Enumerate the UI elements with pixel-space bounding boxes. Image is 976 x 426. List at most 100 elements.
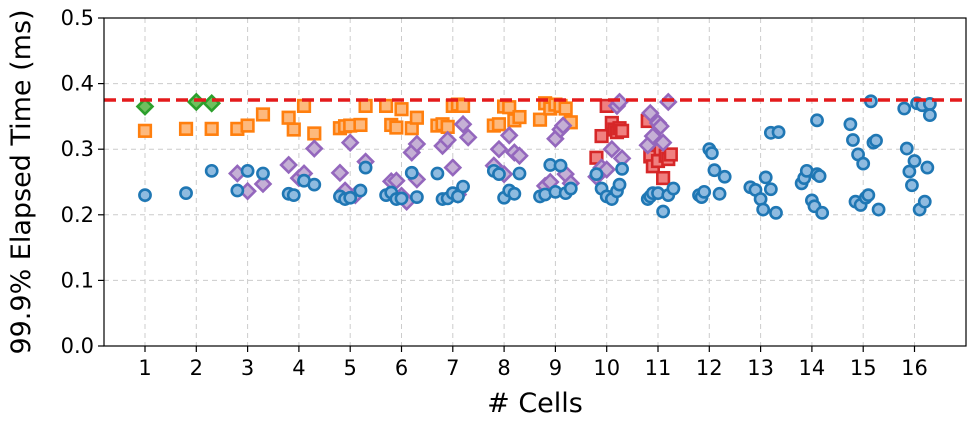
blue-point [430, 166, 445, 181]
purple-point [658, 92, 678, 112]
x-tick-label: 7 [446, 356, 459, 380]
y-tick-label: 0.4 [61, 72, 94, 96]
orange-point [389, 120, 404, 135]
orange-point [240, 118, 255, 133]
y-axis-title: 99.9% Elapsed Time (ms) [6, 9, 37, 354]
orange-point [137, 123, 153, 138]
orange-point [409, 110, 424, 125]
orange-point [353, 117, 368, 133]
blue-point [343, 190, 358, 205]
purple-point [253, 174, 273, 194]
orange-point [281, 110, 296, 125]
blue-point [815, 205, 830, 220]
x-tick-label: 15 [850, 356, 877, 380]
green-point [135, 97, 155, 116]
x-tick-label: 3 [241, 356, 254, 380]
blue-point [230, 183, 245, 198]
blue-point [861, 188, 876, 203]
orange-point [358, 98, 373, 114]
blue-point [394, 191, 409, 206]
purple-point [602, 139, 622, 159]
blue-point [899, 141, 914, 156]
x-tick-label: 10 [593, 356, 620, 380]
x-tick-label: 1 [138, 356, 151, 380]
orange-point [255, 107, 271, 122]
y-tick-label: 0.0 [61, 334, 94, 358]
purple-point [330, 163, 350, 183]
blue-point [615, 161, 629, 176]
purple-point [553, 116, 573, 135]
blue-point [763, 182, 778, 197]
purple-point [407, 134, 427, 154]
blue-point [771, 125, 786, 140]
x-tick-label: 13 [747, 356, 774, 380]
orange-point [286, 122, 301, 137]
plot-frame [103, 17, 967, 347]
blue-point [512, 166, 527, 181]
blue-point [138, 188, 152, 203]
blue-point [409, 190, 424, 204]
orange-point [512, 109, 527, 125]
orange-point [394, 102, 409, 117]
purple-point [651, 116, 670, 136]
x-tick-label: 5 [344, 356, 357, 380]
x-tick-label: 2 [190, 356, 203, 380]
blue-point [307, 177, 322, 192]
blue-point [843, 117, 858, 132]
x-tick-label: 8 [497, 356, 510, 380]
blue-point [507, 186, 522, 201]
blue-point [697, 184, 712, 199]
x-tick-label: 16 [901, 356, 928, 380]
purple-point [489, 139, 509, 159]
x-axis-title: # Cells [487, 388, 583, 419]
blue-point [920, 160, 935, 175]
red-point [663, 147, 678, 162]
red-point [656, 170, 671, 186]
blue-point [905, 178, 919, 193]
grid-layer [104, 17, 966, 347]
blue-point [846, 133, 860, 147]
red-point [614, 123, 630, 138]
blue-point [456, 179, 470, 194]
blue-point [563, 181, 578, 196]
purple-point [340, 133, 360, 152]
x-tick-label: 6 [395, 356, 408, 380]
blue-point [589, 167, 604, 182]
x-tick-label: 14 [799, 356, 826, 380]
blue-point [869, 133, 883, 148]
blue-point [286, 188, 301, 203]
blue-point [707, 163, 722, 178]
purple-point [443, 158, 463, 177]
blue-point [553, 158, 568, 173]
green-point [202, 93, 222, 113]
blue-point [179, 186, 193, 201]
blue-point [756, 202, 771, 217]
blue-point [812, 169, 827, 183]
orange-point [296, 98, 312, 114]
blue-point [758, 170, 773, 185]
blue-point [704, 146, 719, 161]
y-tick-label: 0.5 [61, 6, 94, 30]
orange-point [307, 126, 322, 141]
purple-point [640, 103, 660, 123]
y-tick-label: 0.1 [61, 268, 94, 292]
green-point [186, 92, 206, 112]
purple-point [510, 146, 529, 166]
blue-point [810, 113, 824, 128]
blue-point [492, 167, 506, 182]
blue-point [612, 177, 627, 192]
purple-point [453, 114, 473, 134]
blue-point [902, 164, 917, 179]
orange-point [204, 121, 219, 136]
purple-point [499, 126, 519, 145]
blue-point [717, 169, 732, 184]
blue-point [922, 108, 937, 122]
x-tick-label: 11 [645, 356, 672, 380]
orange-point [178, 121, 194, 136]
blue-point [856, 156, 871, 171]
blue-point [358, 160, 373, 175]
y-tick-label: 0.2 [61, 203, 94, 227]
x-tick-label: 12 [696, 356, 723, 380]
red-point [594, 128, 609, 144]
purple-point [438, 130, 458, 150]
